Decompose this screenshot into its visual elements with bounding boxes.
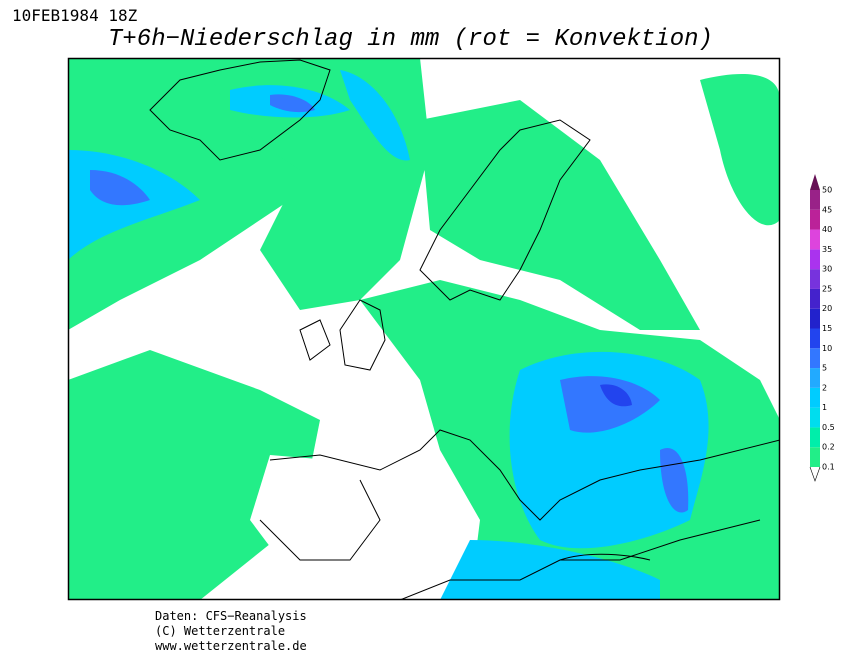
legend-label: 1	[822, 403, 827, 412]
legend-bottom	[809, 466, 821, 482]
legend-swatch	[810, 348, 820, 369]
legend-swatch	[810, 229, 820, 250]
footer-line: www.wetterzentrale.de	[155, 639, 307, 653]
legend-swatch	[810, 447, 820, 467]
legend-swatch	[810, 387, 820, 408]
legend-label: 30	[822, 265, 832, 274]
legend-label: 10	[822, 344, 832, 353]
map-title: T+6h−Niederschlag in mm (rot = Konvektio…	[108, 26, 713, 53]
footer-line: Daten: CFS−Reanalysis	[155, 609, 307, 623]
legend-label: 50	[822, 186, 832, 195]
legend-swatch	[810, 209, 820, 230]
footer-line: (C) Wetterzentrale	[155, 624, 285, 638]
legend-label: 0.2	[822, 443, 835, 452]
legend-label: 25	[822, 284, 832, 293]
legend-swatch	[810, 269, 820, 289]
legend-label: 5	[822, 364, 827, 373]
legend-label: 35	[822, 245, 832, 254]
legend-swatch	[810, 308, 820, 329]
legend-swatch	[810, 288, 820, 309]
legend-swatch	[810, 190, 820, 210]
legend-label: 15	[822, 324, 832, 333]
legend-label: 45	[822, 205, 832, 214]
legend-swatch	[810, 328, 820, 349]
legend-label: 0.5	[822, 423, 835, 432]
legend-swatch	[810, 249, 820, 270]
legend-label: 2	[822, 383, 827, 392]
map	[67, 57, 781, 601]
legend-label: 20	[822, 304, 832, 313]
legend-swatch	[810, 174, 820, 190]
legend-swatch	[810, 368, 820, 388]
legend-swatch	[810, 407, 820, 428]
timestamp: 10FEB1984 18Z	[12, 6, 138, 25]
legend-swatch	[810, 427, 820, 448]
legend-label: 40	[822, 225, 832, 234]
legend-label: 0.1	[822, 463, 835, 472]
footer: Daten: CFS−Reanalysis(C) Wetterzentralew…	[155, 609, 307, 653]
